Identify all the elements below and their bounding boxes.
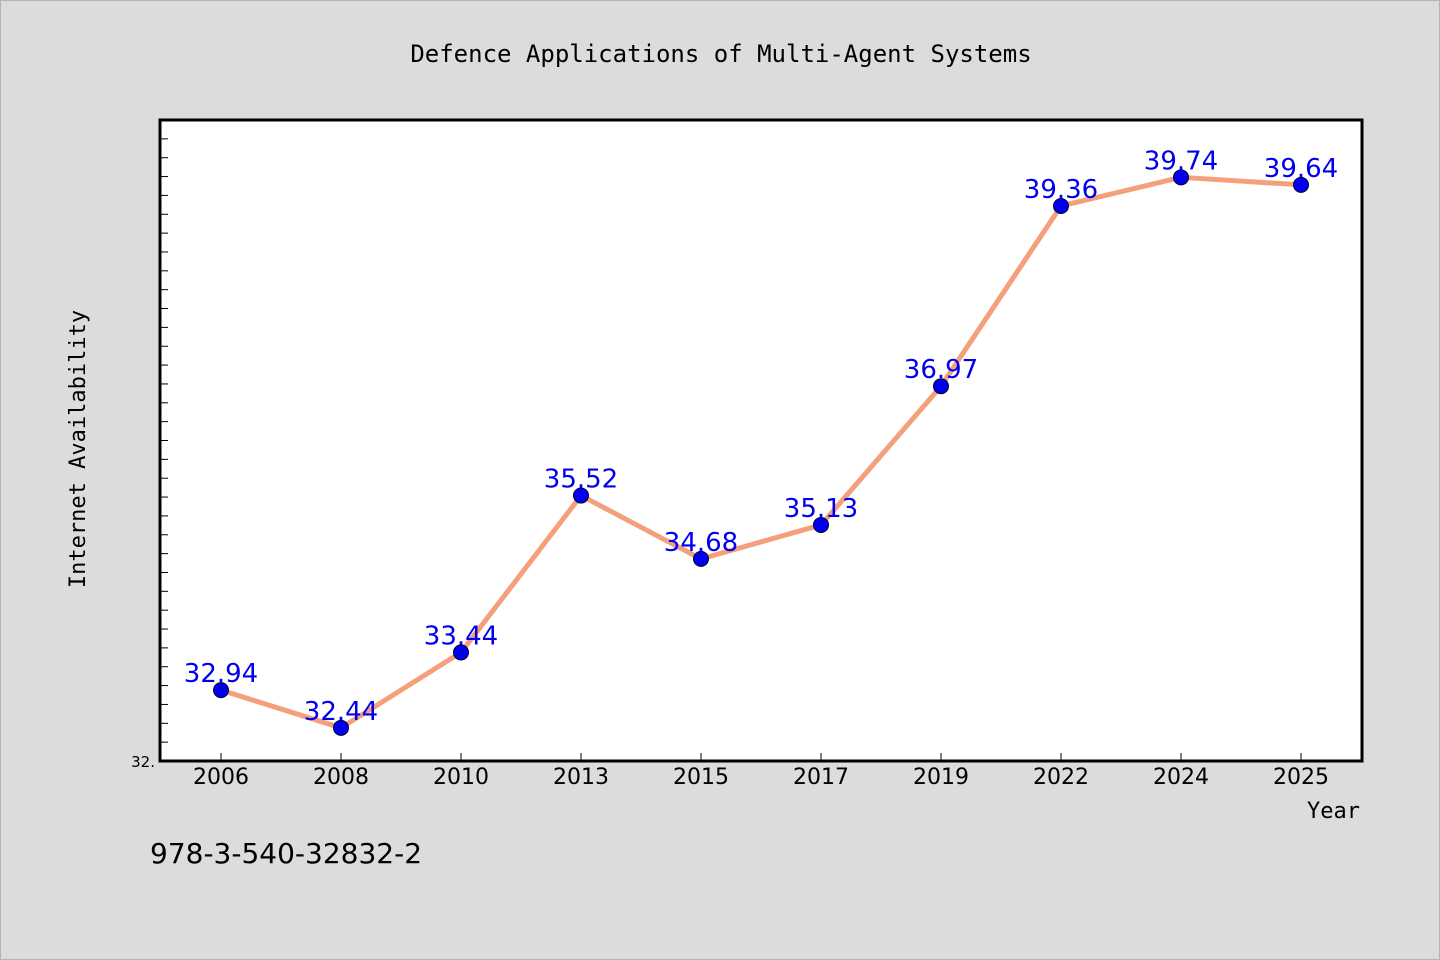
data-label: 32.44 [304,697,378,727]
data-label: 39.64 [1264,154,1338,184]
data-point [693,550,709,567]
data-labels: 32.94 32.44 33.44 35.52 34.68 35.13 36.97 39.36… [184,146,1338,727]
data-point [1173,169,1189,186]
x-axis-ticks [220,753,1302,761]
x-tick-label: 2017 [793,765,849,790]
x-tick-label: 2022 [1033,765,1089,790]
data-label: 39.36 [1024,175,1098,205]
x-tick-label: 2008 [313,765,369,790]
series-markers [213,169,1309,736]
x-tick-label: 2006 [193,765,249,790]
data-label: 35.13 [784,494,858,524]
data-point [573,487,589,504]
x-tick-label: 2013 [553,765,609,790]
y-axis-ticks [160,119,168,762]
data-label: 32.94 [184,659,258,689]
footer-isbn: 978-3-540-32832-2 [150,837,422,870]
data-label: 36.97 [904,355,978,385]
data-point [213,682,229,699]
data-point [1293,176,1309,193]
y-tick-label: 32. [131,753,155,771]
series-line [218,174,1304,731]
x-tick-label: 2024 [1153,765,1209,790]
data-point [1053,197,1069,214]
data-point [453,644,469,661]
x-tick-label: 2025 [1273,765,1329,790]
data-label: 33.44 [424,621,498,651]
y-axis-label: Internet Availability [66,310,91,588]
data-point [813,516,829,533]
x-tick-label: 2010 [433,765,489,790]
x-axis-tick-labels: 2006 2008 2010 2013 2015 2017 2019 2022 2024 2025 [193,765,1329,790]
x-tick-label: 2019 [913,765,969,790]
data-point [933,378,949,395]
plot-area [158,118,1364,763]
x-axis-label: Year [1307,799,1360,824]
data-label: 34.68 [664,528,738,558]
data-label: 35.52 [544,465,618,495]
data-label: 39.74 [1144,146,1218,176]
chart-title: Defence Applications of Multi-Agent Syst… [410,40,1031,68]
x-tick-label: 2015 [673,765,729,790]
data-point [333,719,349,736]
